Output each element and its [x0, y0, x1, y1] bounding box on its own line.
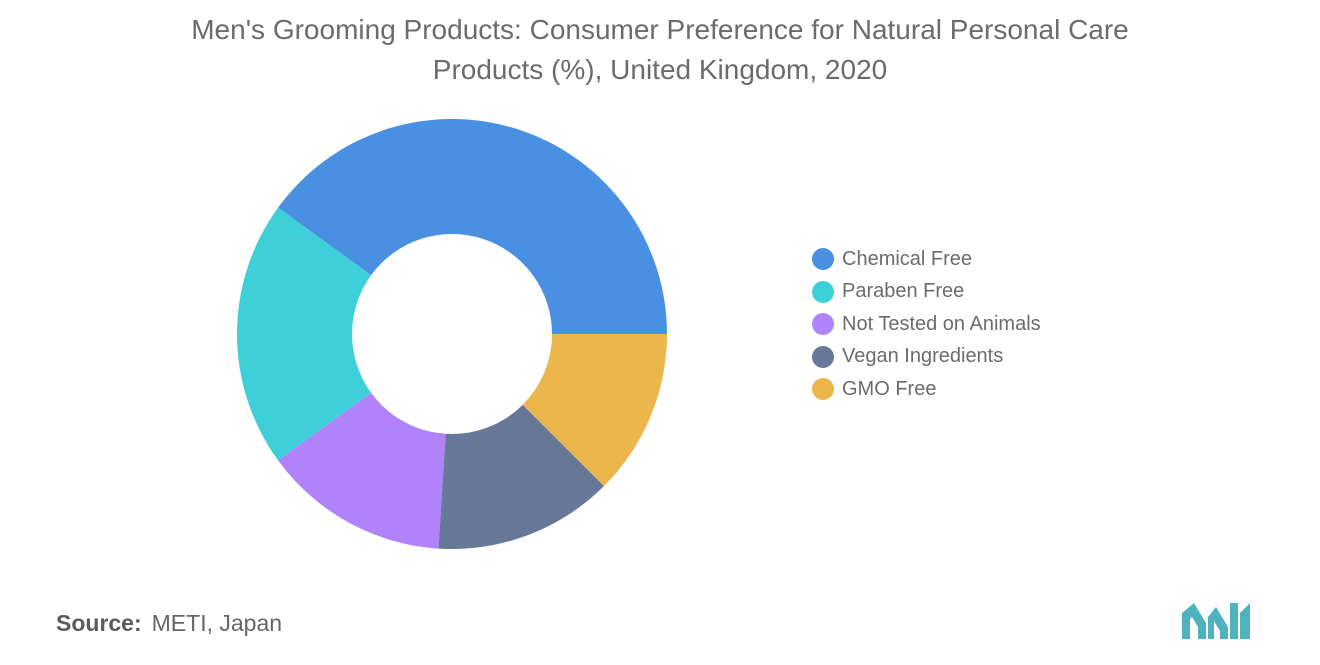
legend-item-paraben-free: Paraben Free — [812, 276, 1041, 309]
legend-swatch — [812, 248, 834, 271]
slice-paraben-free — [236, 207, 372, 461]
legend-swatch — [812, 345, 834, 368]
legend-label: Paraben Free — [842, 280, 965, 303]
legend-label: GMO Free — [842, 377, 937, 400]
legend-item-gmo-free: GMO Free — [812, 373, 1041, 406]
legend-label: Not Tested on Animals — [842, 312, 1041, 335]
slice-vegan-ingredients — [438, 404, 605, 549]
legend-item-vegan-ingredients: Vegan Ingredients — [812, 341, 1041, 374]
slice-gmo-free — [522, 334, 667, 487]
legend-label: Vegan Ingredients — [842, 345, 1004, 368]
source-text: METI, Japan — [151, 610, 283, 636]
chart-title-line-2: Products (%), United Kingdom, 2020 — [432, 54, 888, 85]
legend-swatch — [812, 378, 834, 401]
legend-label: Chemical Free — [842, 247, 973, 270]
legend-item-not-tested-on-animals: Not Tested on Animals — [812, 308, 1041, 341]
slice-chemical-free — [278, 118, 667, 335]
source-label: Source: — [56, 610, 142, 636]
source-note: Source: METI, Japan — [56, 610, 282, 637]
legend-swatch — [812, 313, 834, 336]
chart-title: Men's Grooming Products: Consumer Prefer… — [0, 10, 1320, 90]
chart-title-line-1: Men's Grooming Products: Consumer Prefer… — [191, 14, 1129, 45]
legend-swatch — [812, 280, 834, 303]
chart-legend: Chemical Free Paraben Free Not Tested on… — [812, 243, 1041, 406]
legend-item-chemical-free: Chemical Free — [812, 243, 1041, 276]
mordor-logo-icon — [1182, 603, 1250, 644]
slice-not-tested-on-animals — [278, 392, 446, 549]
